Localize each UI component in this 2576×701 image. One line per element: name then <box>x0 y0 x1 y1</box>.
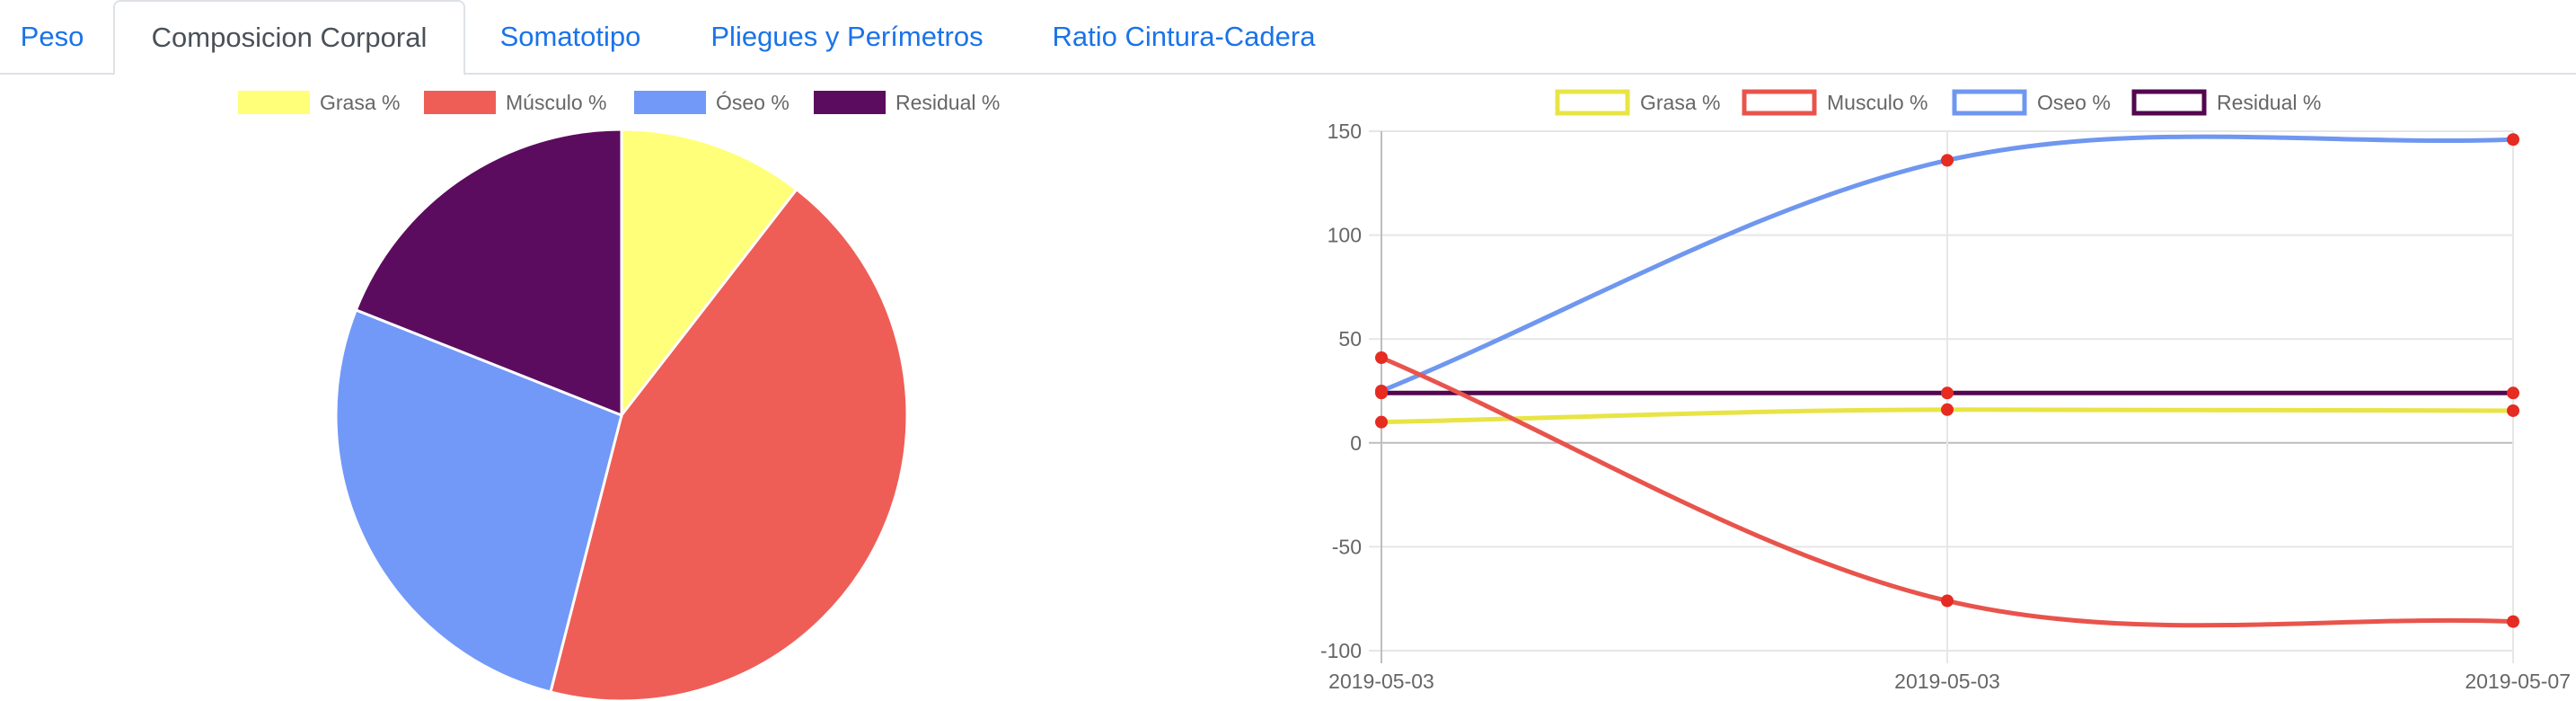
line-legend-swatch-residual[interactable] <box>2131 89 2207 116</box>
data-point-residual[interactable] <box>2507 386 2519 400</box>
line-legend-label-musculo[interactable]: Musculo % <box>1827 91 1928 114</box>
data-point-musculo[interactable] <box>2507 615 2519 628</box>
y-tick-label: 100 <box>1328 224 1362 247</box>
y-tick-label: -50 <box>1332 535 1362 558</box>
tab-bar: Peso Composicion Corporal Somatotipo Pli… <box>0 0 2576 75</box>
pie-legend-swatch-oseo[interactable] <box>634 91 706 114</box>
data-point-oseo[interactable] <box>2507 133 2519 146</box>
line-legend-label-residual[interactable]: Residual % <box>2217 91 2321 114</box>
pie-slice-oseo[interactable] <box>334 307 623 694</box>
tab-somatotipo[interactable]: Somatotipo <box>499 21 641 52</box>
y-tick-label: 150 <box>1328 120 1362 143</box>
tab-ratio-cintura-cadera[interactable]: Ratio Cintura-Cadera <box>1052 21 1316 52</box>
tab-pliegues-perimetros[interactable]: Pliegues y Perímetros <box>710 21 984 52</box>
pie-legend-label-musculo[interactable]: Músculo % <box>506 91 606 114</box>
line-legend-label-oseo[interactable]: Oseo % <box>2037 91 2111 114</box>
y-tick-label: 0 <box>1350 431 1362 455</box>
line-legend-swatch-oseo[interactable] <box>1952 89 2027 116</box>
data-point-oseo[interactable] <box>1375 385 1388 397</box>
y-tick-label: 50 <box>1338 327 1362 350</box>
data-point-musculo[interactable] <box>1375 351 1388 365</box>
line-legend-swatch-musculo[interactable] <box>1742 89 1817 116</box>
line-legend-swatch-grasa[interactable] <box>1555 89 1630 116</box>
data-point-grasa[interactable] <box>1375 415 1388 429</box>
pie-legend-swatch-musculo[interactable] <box>424 91 496 114</box>
data-point-oseo[interactable] <box>1941 154 1954 167</box>
pie-legend-swatch-grasa[interactable] <box>238 91 310 114</box>
pie-legend-swatch-residual[interactable] <box>814 91 886 114</box>
pie-legend-label-grasa[interactable]: Grasa % <box>320 91 400 114</box>
x-tick-label: 2019-05-03 <box>1894 670 2000 693</box>
x-tick-label: 2019-05-07 <box>2465 670 2571 693</box>
data-point-residual[interactable] <box>1941 386 1954 400</box>
y-tick-label: -100 <box>1320 639 1362 662</box>
x-tick-label: 2019-05-03 <box>1328 670 1434 693</box>
tab-composicion-corporal[interactable]: Composicion Corporal <box>113 0 465 75</box>
pie-slice-musculo[interactable] <box>549 187 909 701</box>
tab-bar-border <box>0 73 2576 75</box>
pie-slice-grasa[interactable] <box>620 128 799 420</box>
line-legend-label-grasa[interactable]: Grasa % <box>1640 91 1720 114</box>
data-point-musculo[interactable] <box>1941 594 1954 608</box>
pie-legend-label-residual[interactable]: Residual % <box>895 91 1000 114</box>
data-point-grasa[interactable] <box>1941 403 1954 416</box>
data-point-grasa[interactable] <box>2507 404 2519 417</box>
pie-slice-residual[interactable] <box>354 128 623 418</box>
pie-legend-label-oseo[interactable]: Óseo % <box>716 91 790 114</box>
pie-chart: Grasa % Músculo % Óseo % Residual % <box>238 91 1000 701</box>
tab-peso[interactable]: Peso <box>20 21 84 52</box>
